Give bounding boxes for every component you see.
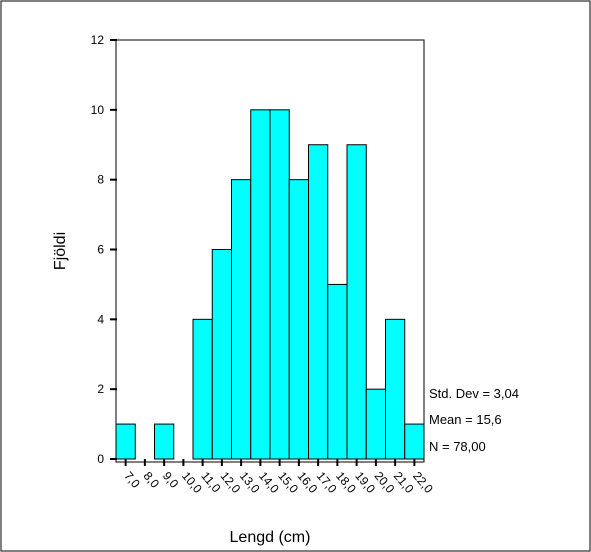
x-axis-label: Lengd (cm) [230, 529, 311, 546]
bar-14,0 [250, 109, 271, 460]
y-axis: 0 2 4 6 8 10 12 [91, 33, 117, 466]
y-tick-label: 6 [97, 243, 104, 257]
stat-line: Mean = 15,6 [429, 412, 502, 427]
y-tick-label: 2 [97, 382, 104, 396]
bar-22,0 [404, 423, 425, 460]
y-tick-label: 8 [97, 173, 104, 187]
bar-15,0 [269, 109, 290, 460]
y-axis-label: Fjöldi [52, 232, 69, 270]
bar-7,0 [115, 423, 136, 460]
bar-9,0 [154, 423, 175, 460]
stat-line: Std. Dev = 3,04 [429, 386, 519, 401]
y-tick-label: 0 [97, 452, 104, 466]
y-tick-label: 10 [91, 103, 105, 117]
bar-19,0 [346, 144, 367, 460]
stat-line: N = 78,00 [429, 439, 486, 454]
bar-11,0 [192, 318, 213, 460]
bar-12,0 [211, 249, 232, 460]
y-tick-label: 4 [97, 312, 104, 326]
stats-box: Std. Dev = 3,04 Mean = 15,6 N = 78,00 [429, 386, 519, 454]
bar-21,0 [385, 318, 406, 460]
bar-13,0 [231, 179, 252, 460]
bars [115, 109, 425, 460]
bar-17,0 [308, 144, 329, 460]
bar-18,0 [327, 283, 348, 460]
bar-16,0 [288, 179, 309, 460]
bar-20,0 [365, 388, 386, 460]
y-tick-label: 12 [91, 33, 105, 47]
